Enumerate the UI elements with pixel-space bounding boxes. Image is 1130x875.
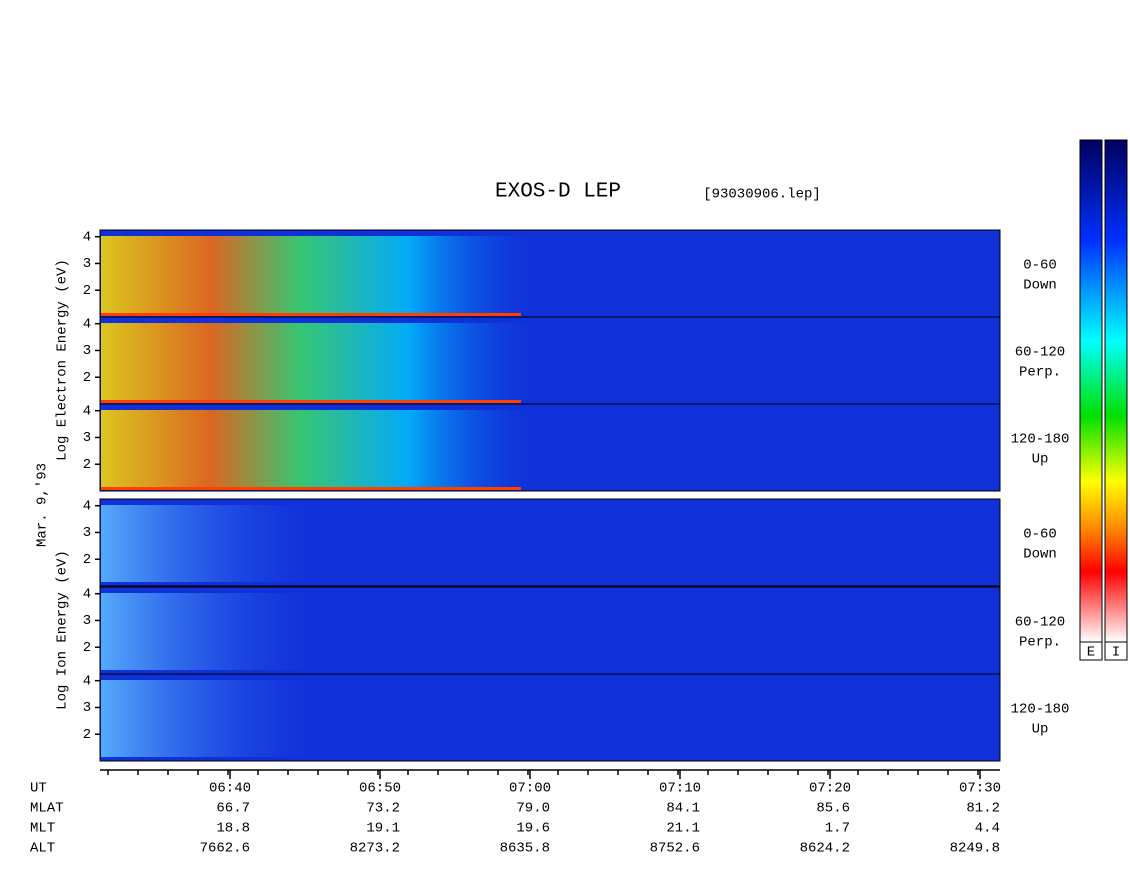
ephemeris-label: UT xyxy=(30,781,47,797)
colorbar-box xyxy=(1104,641,1128,661)
electron-axis-label: Log Electron Energy (eV) xyxy=(55,259,71,461)
panel-label: Down xyxy=(1023,547,1057,563)
y-tick-label: 3 xyxy=(83,525,91,541)
y-tick-label: 2 xyxy=(83,283,91,299)
y-tick-label: 3 xyxy=(83,256,91,272)
y-tick-label: 2 xyxy=(83,370,91,386)
ephemeris-value: 8273.2 xyxy=(350,841,400,857)
panel-label: 120-180 xyxy=(1011,432,1070,448)
spectrogram-texture xyxy=(101,400,521,403)
colorbar-label: E xyxy=(1087,645,1095,661)
title: EXOS-D LEP xyxy=(495,181,621,204)
ephemeris-value: 8752.6 xyxy=(650,841,700,857)
y-tick-label: 3 xyxy=(83,700,91,716)
spectrogram-texture xyxy=(101,313,521,316)
x-tick-label: 07:30 xyxy=(959,781,1001,797)
y-tick-label: 2 xyxy=(83,727,91,743)
colorbar xyxy=(1079,139,1103,643)
ephemeris-value: 8249.8 xyxy=(950,841,1000,857)
spectrogram-texture xyxy=(101,593,321,670)
y-tick-label: 4 xyxy=(83,403,91,419)
y-tick-label: 4 xyxy=(83,229,91,245)
y-tick-label: 2 xyxy=(83,552,91,568)
panel-label: 60-120 xyxy=(1015,615,1065,631)
panel-label: Up xyxy=(1032,722,1049,738)
colorbar-box xyxy=(1079,641,1103,661)
panel-label: Up xyxy=(1032,452,1049,468)
ephemeris-label: MLAT xyxy=(30,801,64,817)
spectrogram-texture xyxy=(101,410,541,487)
y-tick-label: 2 xyxy=(83,640,91,656)
ephemeris-value: 19.1 xyxy=(366,821,400,837)
ephemeris-value: 18.8 xyxy=(216,821,250,837)
ephemeris-value: 81.2 xyxy=(966,801,1000,817)
panel-label: Perp. xyxy=(1019,365,1061,381)
x-tick-label: 06:50 xyxy=(359,781,401,797)
panel-label: Perp. xyxy=(1019,635,1061,651)
y-tick-label: 4 xyxy=(83,498,91,514)
x-tick-label: 07:10 xyxy=(659,781,701,797)
ion-axis-label: Log Ion Energy (eV) xyxy=(55,550,71,710)
spectrogram-texture xyxy=(101,505,321,582)
panel-label: 60-120 xyxy=(1015,345,1065,361)
panel-label: 0-60 xyxy=(1023,258,1057,274)
y-tick-label: 2 xyxy=(83,457,91,473)
x-tick-label: 07:20 xyxy=(809,781,851,797)
x-tick-label: 06:40 xyxy=(209,781,251,797)
ephemeris-value: 21.1 xyxy=(666,821,700,837)
ephemeris-label: ALT xyxy=(30,841,55,857)
colorbar xyxy=(1104,139,1128,643)
y-tick-label: 3 xyxy=(83,343,91,359)
spectrogram-texture xyxy=(101,680,321,757)
x-tick-label: 07:00 xyxy=(509,781,551,797)
ephemeris-value: 7662.6 xyxy=(200,841,250,857)
file-name: [93030906.lep] xyxy=(703,187,821,203)
ephemeris-value: 8624.2 xyxy=(800,841,850,857)
panel-label: 120-180 xyxy=(1011,702,1070,718)
ephemeris-value: 73.2 xyxy=(366,801,400,817)
y-tick-label: 3 xyxy=(83,613,91,629)
ephemeris-value: 79.0 xyxy=(516,801,550,817)
ephemeris-label: MLT xyxy=(30,821,55,837)
ephemeris-value: 1.7 xyxy=(825,821,850,837)
y-tick-label: 4 xyxy=(83,586,91,602)
panel-label: 0-60 xyxy=(1023,527,1057,543)
panel-label: Down xyxy=(1023,278,1057,294)
ephemeris-value: 66.7 xyxy=(216,801,250,817)
ephemeris-value: 4.4 xyxy=(975,821,1000,837)
y-tick-label: 3 xyxy=(83,430,91,446)
colorbar-label: I xyxy=(1112,645,1120,661)
ephemeris-value: 19.6 xyxy=(516,821,550,837)
ephemeris-value: 8635.8 xyxy=(500,841,550,857)
y-tick-label: 4 xyxy=(83,673,91,689)
ephemeris-value: 84.1 xyxy=(666,801,700,817)
spectrogram-texture xyxy=(101,323,541,400)
ephemeris-value: 85.6 xyxy=(816,801,850,817)
spectrogram-texture xyxy=(101,236,541,313)
date-label: Mar. 9,'93 xyxy=(35,463,51,547)
y-tick-label: 4 xyxy=(83,316,91,332)
spectrogram-texture xyxy=(101,487,521,490)
